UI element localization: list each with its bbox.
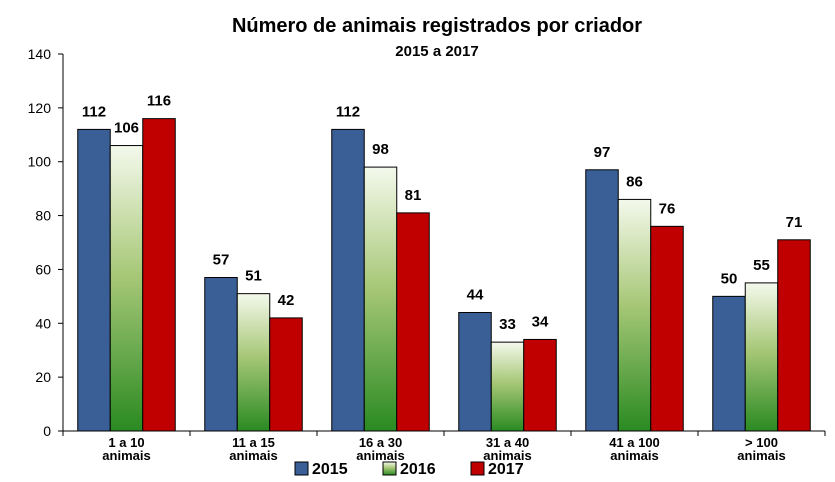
bar	[142, 118, 176, 432]
bar	[585, 169, 619, 432]
bar	[617, 198, 652, 432]
bar	[204, 277, 238, 432]
x-tick-label: > 100 animais	[737, 435, 785, 463]
x-tick-label: 1 a 10 animais	[102, 435, 150, 463]
legend-label: 2015	[312, 461, 348, 478]
x-tick-label: 41 a 100 animais	[609, 435, 660, 463]
bar	[269, 317, 303, 432]
x-tick-label: 16 a 30 animais	[356, 435, 404, 463]
value-label: 44	[467, 287, 484, 304]
y-tick-label: 120	[28, 100, 52, 116]
bar	[777, 239, 811, 432]
y-tick-label: 0	[43, 423, 51, 439]
bar	[363, 166, 398, 432]
bar	[236, 293, 271, 432]
x-tick-label: 11 a 15 animais	[229, 435, 277, 463]
value-label: 33	[499, 316, 516, 333]
bar	[77, 128, 111, 432]
value-label: 55	[753, 257, 770, 274]
bar	[490, 341, 525, 432]
y-tick-label: 40	[35, 315, 51, 331]
bar	[458, 312, 492, 432]
value-label: 98	[372, 141, 389, 158]
legend-swatch	[382, 461, 397, 476]
value-label: 71	[786, 214, 803, 231]
value-label: 34	[532, 313, 549, 330]
y-tick-label: 60	[35, 261, 51, 277]
legend-swatch	[294, 461, 309, 476]
y-tick-label: 80	[35, 208, 51, 224]
bar	[109, 145, 144, 432]
legend-swatch	[470, 461, 485, 476]
value-label: 116	[147, 93, 171, 110]
legend-label: 2016	[400, 461, 436, 478]
chart-title: Número de animais registrados por criado…	[232, 15, 642, 37]
value-label: 112	[336, 103, 360, 120]
value-label: 81	[405, 187, 422, 204]
value-label: 97	[594, 144, 611, 161]
value-label: 86	[626, 173, 643, 190]
value-label: 106	[114, 120, 139, 137]
bar	[523, 338, 557, 432]
legend-label: 2017	[488, 461, 524, 478]
value-label: 50	[721, 270, 738, 287]
bar	[331, 128, 365, 432]
bar	[650, 225, 684, 432]
value-label: 42	[278, 292, 295, 309]
bar	[712, 295, 746, 432]
y-tick-label: 100	[28, 154, 52, 170]
y-tick-label: 20	[35, 369, 51, 385]
value-label: 112	[82, 103, 106, 120]
chart-subtitle: 2015 a 2017	[395, 43, 478, 60]
value-label: 51	[245, 268, 262, 285]
value-label: 57	[213, 252, 230, 269]
x-tick-label: 31 a 40 animais	[483, 435, 531, 463]
value-label: 76	[659, 200, 676, 217]
bar	[396, 212, 430, 432]
bar	[744, 282, 779, 432]
y-tick-label: 140	[28, 46, 52, 62]
